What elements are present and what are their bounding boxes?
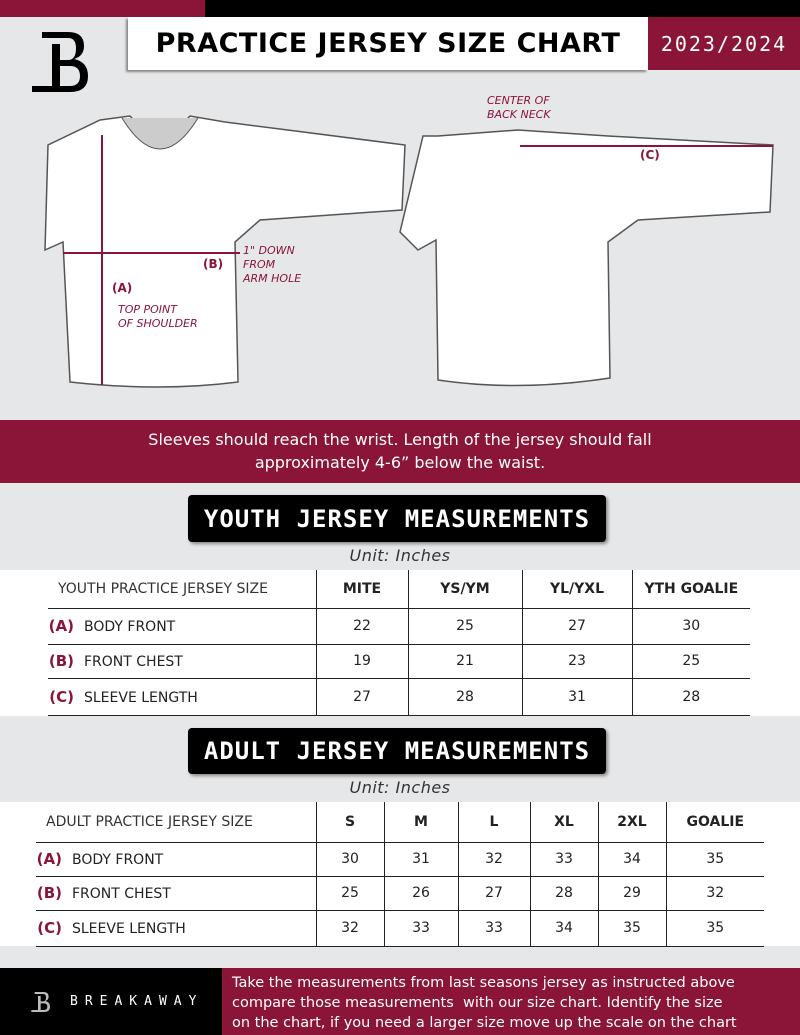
cell: 33 (383, 910, 458, 946)
youth-section-title: YOUTH JERSEY MEASUREMENTS (188, 495, 606, 542)
instruction-line: approximately 4-6” below the waist. (254, 453, 546, 472)
cell: 27 (457, 876, 530, 910)
header-cell: GOALIE (665, 802, 764, 842)
table-row: (C) SLEEVE LENGTH 27 28 31 28 (48, 678, 750, 715)
cell: 32 (457, 842, 530, 876)
row-label: SLEEVE LENGTH (84, 689, 198, 706)
adult-table: ADULT PRACTICE JERSEY SIZE S M L XL 2XL … (36, 802, 764, 947)
brand-name: BREAKAWAY (70, 994, 204, 1009)
note-line: OF SHOULDER (118, 317, 198, 330)
page-title: PRACTICE JERSEY SIZE CHART (128, 17, 648, 70)
row-label: FRONT CHEST (84, 654, 183, 670)
cell: 21 (407, 644, 522, 678)
cell: 30 (315, 842, 384, 876)
instruction-line: Sleeves should reach the wrist. Length o… (148, 430, 652, 449)
arm-hole-note: 1" DOWN FROM ARM HOLE (243, 244, 301, 286)
breakaway-logo (32, 32, 88, 92)
note-line: FROM (243, 258, 276, 271)
note-line: 1" DOWN (243, 244, 295, 257)
table-row: (A) BODY FRONT 22 25 27 30 (48, 608, 750, 644)
footer-line: compare those measurements with our size… (232, 995, 723, 1011)
cell: 22 (315, 608, 408, 644)
cell: 25 (407, 608, 522, 644)
youth-unit: Unit: Inches (349, 546, 451, 565)
front-jersey-diagram (44, 115, 406, 388)
header-cell: M (383, 802, 458, 842)
cell: 27 (315, 678, 408, 715)
row-label: SLEEVE LENGTH (72, 921, 186, 937)
row-code: (B) (48, 652, 74, 670)
note-line: TOP POINT (118, 303, 177, 316)
back-jersey-diagram (399, 129, 774, 387)
label-c: (C) (640, 148, 660, 162)
shoulder-note: TOP POINT OF SHOULDER (118, 303, 198, 331)
header-cell: XL (529, 802, 598, 842)
cell: 25 (315, 876, 384, 910)
note-line: ARM HOLE (243, 272, 302, 285)
cell: 35 (665, 842, 764, 876)
footer-line: Take the measurements from last seasons … (232, 975, 735, 991)
cell: 31 (383, 842, 458, 876)
cell: 26 (383, 876, 458, 910)
cell: 34 (597, 842, 666, 876)
note-line: CENTER OF (487, 94, 550, 107)
adult-unit: Unit: Inches (349, 778, 451, 797)
cell: 32 (315, 910, 384, 946)
top-accent-maroon (0, 0, 205, 17)
note-line: BACK NECK (487, 108, 551, 121)
footer-instructions: Take the measurements from last seasons … (222, 968, 800, 1035)
cell: 32 (665, 876, 764, 910)
cell: 23 (521, 644, 632, 678)
label-b: (B) (203, 257, 224, 271)
header-cell: YTH GOALIE (631, 570, 750, 608)
row-label: FRONT CHEST (72, 886, 171, 902)
header-cell: ADULT PRACTICE JERSEY SIZE (46, 813, 253, 830)
cell: 28 (407, 678, 522, 715)
cell: 31 (521, 678, 632, 715)
cell: 30 (631, 608, 750, 644)
row-code: (A) (36, 850, 62, 868)
table-row: (C) SLEEVE LENGTH 32 33 33 34 35 35 (36, 910, 764, 946)
adult-section-title: ADULT JERSEY MEASUREMENTS (188, 728, 606, 774)
table-row: (A) BODY FRONT 30 31 32 33 34 35 (36, 842, 764, 876)
cell: 28 (529, 876, 598, 910)
header-cell: YS/YM (407, 570, 522, 608)
table-row: (B) FRONT CHEST 19 21 23 25 (48, 644, 750, 678)
label-a: (A) (112, 281, 133, 295)
cell: 19 (315, 644, 408, 678)
instructions-band: Sleeves should reach the wrist. Length o… (0, 420, 800, 483)
table-header-row: YOUTH PRACTICE JERSEY SIZE MITE YS/YM YL… (48, 570, 750, 608)
top-accent-black (205, 0, 800, 17)
header-cell: YOUTH PRACTICE JERSEY SIZE (58, 580, 268, 597)
row-label: BODY FRONT (84, 619, 176, 635)
header-cell: S (315, 802, 384, 842)
header-cell: 2XL (597, 802, 666, 842)
cell: 33 (457, 910, 530, 946)
cell: 35 (597, 910, 666, 946)
footer-line: on the chart, if you need a larger size … (232, 1015, 737, 1031)
row-label: BODY FRONT (72, 852, 164, 868)
season-label: 2023/2024 (648, 17, 800, 70)
table-row: (B) FRONT CHEST 25 26 27 28 29 32 (36, 876, 764, 910)
row-code: (C) (49, 687, 74, 706)
cell: 28 (631, 678, 750, 715)
header-cell: MITE (315, 570, 408, 608)
table-header-row: ADULT PRACTICE JERSEY SIZE S M L XL 2XL … (36, 802, 764, 842)
cell: 33 (529, 842, 598, 876)
center-back-neck-note: CENTER OF BACK NECK (487, 94, 551, 122)
row-code: (B) (36, 884, 62, 902)
cell: 25 (631, 644, 750, 678)
header-cell: L (457, 802, 530, 842)
youth-table: YOUTH PRACTICE JERSEY SIZE MITE YS/YM YL… (48, 570, 750, 716)
cell: 29 (597, 876, 666, 910)
footer-brand: BREAKAWAY (0, 968, 222, 1035)
row-code: (C) (37, 919, 62, 937)
cell: 34 (529, 910, 598, 946)
cell: 35 (665, 910, 764, 946)
header-cell: YL/YXL (521, 570, 632, 608)
row-code: (A) (48, 617, 74, 635)
cell: 27 (521, 608, 632, 644)
breakaway-logo-small (31, 991, 50, 1012)
